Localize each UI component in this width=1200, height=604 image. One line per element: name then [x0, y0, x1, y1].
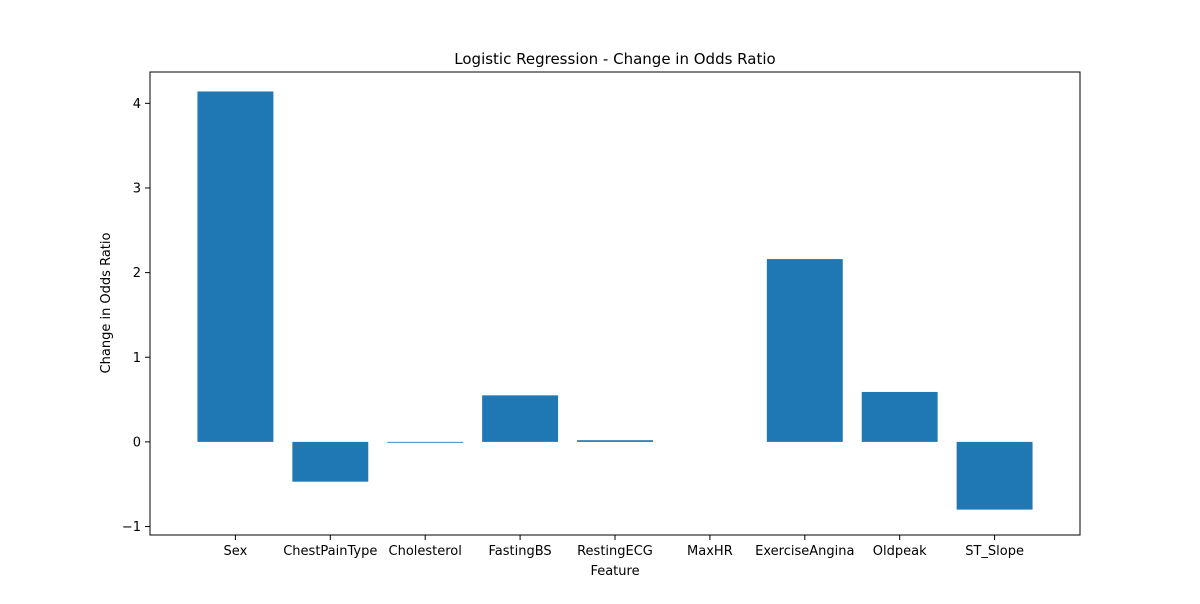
bar-cholesterol — [387, 441, 464, 443]
bar-chestpaintype — [292, 441, 369, 482]
y-tick-label: 1 — [133, 351, 141, 366]
x-tick-label: MaxHR — [687, 544, 733, 559]
y-tick-label: 2 — [133, 266, 141, 281]
bar-oldpeak — [861, 391, 938, 442]
x-ticks-layer: Sex ChestPainType Cholesterol FastingBS Rest… — [224, 535, 1024, 559]
y-tick-label: 4 — [133, 97, 141, 112]
bar-restingecg — [577, 440, 653, 442]
x-tick-label: ST_Slope — [965, 544, 1024, 559]
chart-title: Logistic Regression - Change in Odds Rat… — [454, 50, 775, 68]
bar-st-slope — [956, 441, 1033, 510]
x-axis-label: Feature — [590, 564, 639, 579]
x-tick-label: ChestPainType — [283, 544, 377, 559]
y-ticks-layer: −1 0 1 2 3 4 — [122, 97, 150, 535]
x-tick-label: Sex — [224, 544, 248, 559]
plot-frame — [149, 71, 1081, 536]
bar-fastingbs — [482, 395, 559, 442]
y-tick-label: −1 — [122, 520, 141, 535]
x-tick-label: FastingBS — [489, 544, 552, 559]
x-tick-label: RestingECG — [577, 544, 653, 559]
x-tick-label: ExerciseAngina — [755, 544, 854, 559]
y-tick-label: 3 — [133, 181, 141, 196]
x-tick-label: Cholesterol — [389, 544, 462, 559]
bars-layer — [197, 91, 1033, 510]
x-tick-label: Oldpeak — [873, 544, 927, 559]
bar-exerciseangina — [766, 259, 843, 442]
y-axis-label: Change in Odds Ratio — [99, 233, 114, 374]
bar-sex — [197, 91, 274, 442]
y-tick-label: 0 — [133, 435, 141, 450]
